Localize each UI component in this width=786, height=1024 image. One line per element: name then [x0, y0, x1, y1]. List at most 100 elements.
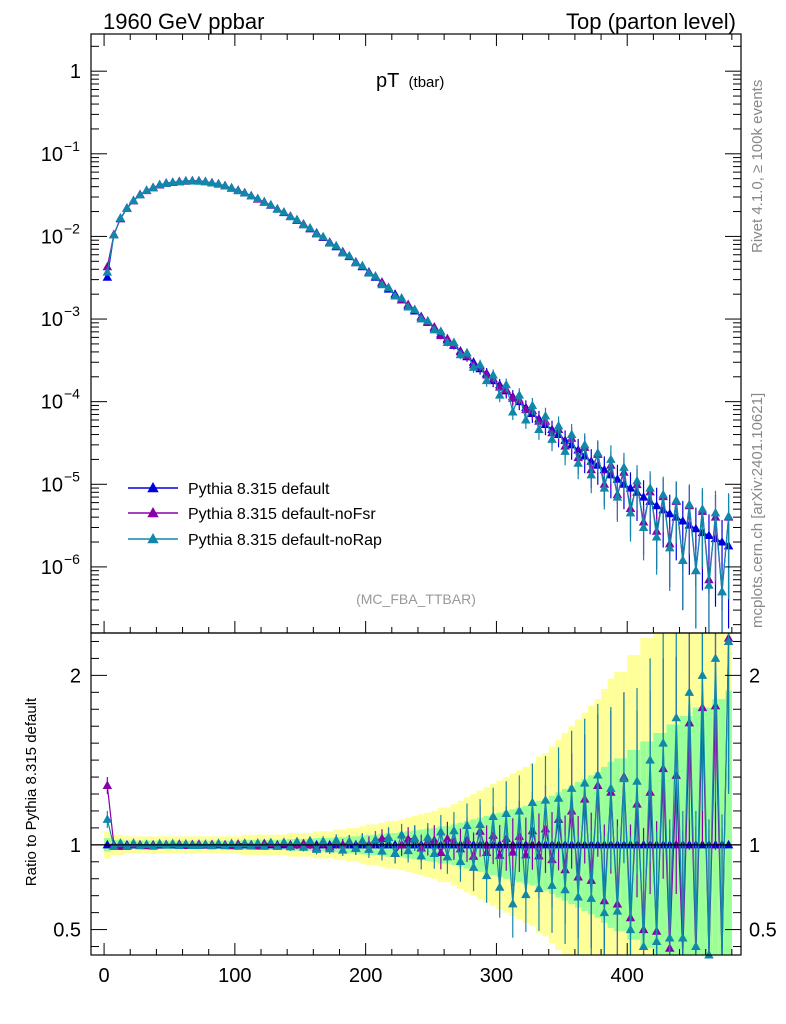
y-tick-label-main: 10	[41, 144, 63, 166]
main-data-point	[377, 279, 387, 289]
ratio-data-point	[664, 933, 675, 942]
ratio-data-point	[324, 843, 335, 853]
y-tick-label-ratio: 2	[70, 665, 81, 687]
ratio-data-point	[338, 845, 348, 854]
ratio-data-point	[475, 819, 485, 829]
legend-label-norap: Pythia 8.315 default-noRap	[188, 532, 382, 549]
y-tick-label-main-exp: −6	[64, 551, 80, 567]
analysis-id: (MC_FBA_TTBAR)	[356, 591, 476, 607]
ratio-data-point	[423, 832, 433, 841]
legend-entry-default: Pythia 8.315 default	[128, 481, 330, 498]
main-data-point	[723, 511, 734, 520]
main-data-point	[442, 337, 453, 347]
main-data-point	[135, 189, 145, 199]
y-tick-label-ratio-right: 0.5	[749, 920, 777, 942]
main-data-point	[115, 213, 126, 222]
y-tick-label-main: 10	[41, 309, 63, 331]
y-tick-label-main: 10	[41, 226, 63, 248]
ratio-data-point	[501, 808, 511, 817]
ratio-y-label: Ratio to Pythia 8.315 default	[23, 697, 40, 886]
main-data-point	[514, 390, 525, 399]
main-data-point	[148, 182, 158, 192]
main-data-point	[704, 580, 714, 589]
legend-label-default: Pythia 8.315 default	[188, 481, 330, 498]
main-data-point	[606, 454, 616, 463]
ratio-data-point	[311, 844, 322, 853]
ratio-data-point	[148, 841, 158, 850]
ratio-data-point	[547, 880, 557, 889]
main-data-point	[475, 359, 485, 369]
legend: Pythia 8.315 default Pythia 8.315 defaul…	[128, 481, 382, 549]
ratio-data-point	[449, 825, 459, 835]
main-data-point	[429, 324, 440, 334]
main-data-point	[678, 555, 688, 564]
main-data-point	[678, 515, 688, 525]
band-inner-bin	[725, 690, 732, 955]
main-data-point	[292, 214, 302, 224]
ratio-data-point	[357, 835, 368, 845]
main-data-point	[619, 462, 629, 471]
ratio-data-point	[579, 778, 590, 787]
main-data-point	[187, 176, 198, 185]
ratio-data-point	[586, 893, 597, 902]
main-data-point	[324, 238, 335, 247]
main-series-1	[102, 175, 734, 633]
ratio-data-point	[723, 839, 734, 849]
ratio-data-point	[122, 841, 132, 851]
main-data-point	[436, 326, 446, 335]
main-data-point	[593, 447, 603, 457]
ratio-data-point	[344, 836, 355, 846]
main-data-point	[521, 414, 531, 424]
main-data-point	[664, 542, 675, 552]
x-tick-label: 300	[480, 965, 513, 987]
ratio-data-point	[298, 842, 309, 851]
ratio-data-point	[540, 795, 551, 804]
ratio-data-point	[599, 907, 610, 917]
y-tick-label-main: 1	[70, 61, 81, 83]
main-data-point	[246, 191, 256, 200]
main-data-point	[638, 492, 649, 501]
ratio-data-point	[416, 850, 426, 860]
main-data-point	[462, 347, 472, 357]
main-data-point	[566, 429, 577, 439]
ratio-data-point	[704, 950, 714, 959]
main-data-point	[449, 337, 459, 347]
y-tick-label-main-exp: −5	[64, 468, 80, 484]
ratio-data-point	[651, 936, 662, 945]
main-data-point	[181, 175, 191, 185]
main-data-point	[213, 178, 224, 188]
main-data-point	[338, 247, 348, 257]
ratio-data-point	[102, 780, 113, 790]
ratio-data-point	[442, 833, 453, 843]
main-data-point	[547, 434, 557, 443]
main-data-point	[599, 483, 610, 492]
ratio-data-point	[632, 776, 642, 785]
main-data-point	[109, 230, 119, 239]
x-tick-label: 400	[611, 965, 644, 987]
ratio-data-point	[285, 841, 296, 851]
ratio-data-point	[272, 841, 283, 850]
ratio-data-point	[691, 941, 701, 951]
main-data-point	[651, 532, 662, 541]
main-data-point	[717, 537, 727, 546]
ratio-data-point	[442, 851, 453, 861]
main-data-point	[226, 182, 237, 192]
ratio-data-point	[102, 814, 113, 823]
ratio-data-point	[697, 839, 708, 849]
plot-title-sub: (tbar)	[409, 74, 445, 91]
main-data-point	[501, 379, 511, 389]
ratio-data-point	[638, 941, 649, 951]
ratio-data-point	[625, 924, 636, 934]
ratio-data-point	[553, 793, 564, 802]
plot-title-main: pT	[376, 70, 399, 92]
ratio-data-point	[318, 836, 328, 845]
main-data-point	[612, 492, 623, 501]
ratio-data-point	[508, 847, 518, 856]
ratio-data-point	[266, 837, 276, 847]
legend-marker-nofsr	[147, 507, 159, 518]
y-tick-label-main-exp: −1	[64, 138, 80, 154]
ratio-data-point	[429, 848, 440, 857]
main-series-line	[106, 180, 730, 592]
main-data-point	[141, 185, 152, 194]
